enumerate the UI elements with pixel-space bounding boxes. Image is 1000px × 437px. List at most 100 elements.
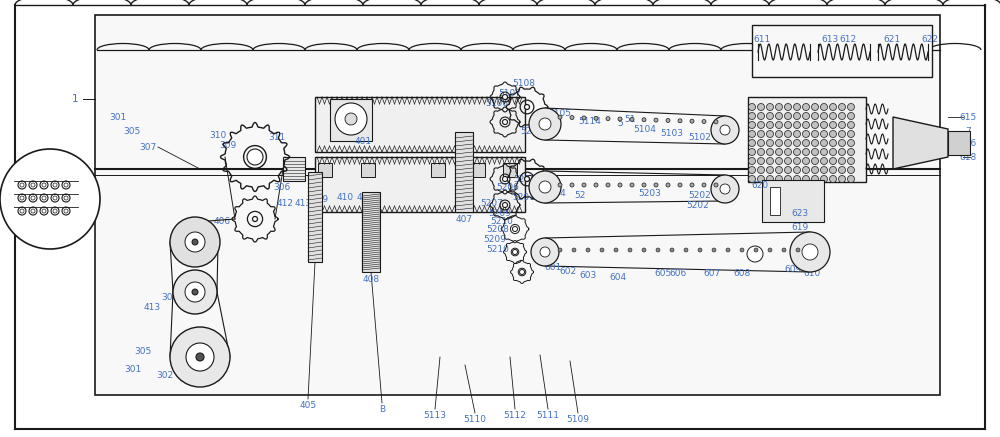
- Circle shape: [830, 121, 836, 128]
- Circle shape: [630, 118, 634, 121]
- Circle shape: [776, 166, 782, 173]
- Circle shape: [758, 112, 765, 119]
- Text: 5210: 5210: [491, 218, 513, 226]
- Circle shape: [748, 112, 756, 119]
- Text: 612: 612: [839, 35, 857, 44]
- Circle shape: [802, 157, 810, 164]
- Circle shape: [830, 104, 836, 111]
- Circle shape: [794, 166, 800, 173]
- Circle shape: [42, 196, 46, 200]
- Bar: [315, 157, 525, 212]
- Circle shape: [776, 121, 782, 128]
- Circle shape: [812, 139, 818, 146]
- Circle shape: [618, 183, 622, 187]
- Text: 413: 413: [143, 302, 161, 312]
- Text: 603: 603: [579, 271, 597, 280]
- Bar: [455, 132, 473, 212]
- Circle shape: [642, 248, 646, 252]
- Circle shape: [794, 121, 800, 128]
- Text: 305: 305: [123, 128, 141, 136]
- Circle shape: [31, 183, 35, 187]
- Text: 1: 1: [72, 94, 78, 104]
- Circle shape: [600, 248, 604, 252]
- Circle shape: [758, 157, 765, 164]
- Circle shape: [794, 131, 800, 138]
- Circle shape: [758, 176, 765, 183]
- Circle shape: [802, 112, 810, 119]
- Circle shape: [830, 157, 836, 164]
- Text: 616: 616: [959, 139, 977, 149]
- Text: 5113: 5113: [424, 410, 446, 420]
- Circle shape: [830, 131, 836, 138]
- Text: 5204: 5204: [544, 188, 566, 198]
- Circle shape: [812, 121, 818, 128]
- Circle shape: [784, 121, 792, 128]
- Circle shape: [714, 183, 718, 187]
- Circle shape: [784, 104, 792, 111]
- Circle shape: [767, 121, 774, 128]
- Text: 611: 611: [753, 35, 771, 44]
- Bar: [503, 163, 517, 177]
- Circle shape: [838, 139, 846, 146]
- Circle shape: [711, 175, 739, 203]
- Polygon shape: [893, 117, 948, 169]
- Circle shape: [539, 118, 551, 130]
- Circle shape: [767, 166, 774, 173]
- Circle shape: [173, 270, 217, 314]
- Circle shape: [838, 121, 846, 128]
- Circle shape: [29, 194, 37, 202]
- Circle shape: [252, 155, 258, 160]
- Circle shape: [196, 353, 204, 361]
- Circle shape: [754, 248, 758, 252]
- Circle shape: [748, 166, 756, 173]
- Bar: [330, 99, 372, 141]
- Circle shape: [776, 131, 782, 138]
- Text: 618: 618: [959, 153, 977, 162]
- Text: 306: 306: [273, 184, 291, 193]
- Bar: [362, 192, 380, 272]
- Circle shape: [192, 289, 198, 295]
- Circle shape: [720, 125, 730, 135]
- Circle shape: [18, 207, 26, 215]
- Circle shape: [335, 103, 367, 135]
- Text: 5203: 5203: [639, 188, 661, 198]
- Circle shape: [820, 157, 828, 164]
- Circle shape: [185, 282, 205, 302]
- Circle shape: [782, 248, 786, 252]
- Circle shape: [512, 226, 518, 232]
- Circle shape: [62, 181, 70, 189]
- Text: 310: 310: [209, 131, 227, 139]
- Circle shape: [848, 131, 854, 138]
- Text: 602: 602: [559, 267, 577, 277]
- Text: 51: 51: [624, 114, 636, 124]
- Circle shape: [812, 131, 818, 138]
- Circle shape: [820, 112, 828, 119]
- Circle shape: [802, 166, 810, 173]
- Circle shape: [642, 183, 646, 187]
- Circle shape: [503, 202, 508, 208]
- Circle shape: [656, 248, 660, 252]
- Circle shape: [838, 131, 846, 138]
- Circle shape: [31, 209, 35, 213]
- Text: 5206: 5206: [497, 183, 519, 191]
- Circle shape: [802, 176, 810, 183]
- Text: 601: 601: [544, 263, 562, 271]
- Circle shape: [748, 131, 756, 138]
- Circle shape: [820, 166, 828, 173]
- Circle shape: [740, 248, 744, 252]
- Circle shape: [503, 177, 508, 181]
- Circle shape: [628, 248, 632, 252]
- Text: 412: 412: [276, 198, 294, 208]
- Circle shape: [812, 104, 818, 111]
- Circle shape: [654, 118, 658, 122]
- Text: 5112: 5112: [504, 410, 526, 420]
- Circle shape: [767, 104, 774, 111]
- Circle shape: [720, 184, 730, 194]
- Circle shape: [802, 244, 818, 260]
- Circle shape: [42, 209, 46, 213]
- Text: 302: 302: [156, 371, 174, 379]
- Circle shape: [802, 139, 810, 146]
- Circle shape: [64, 196, 68, 200]
- Circle shape: [794, 157, 800, 164]
- Circle shape: [747, 246, 763, 262]
